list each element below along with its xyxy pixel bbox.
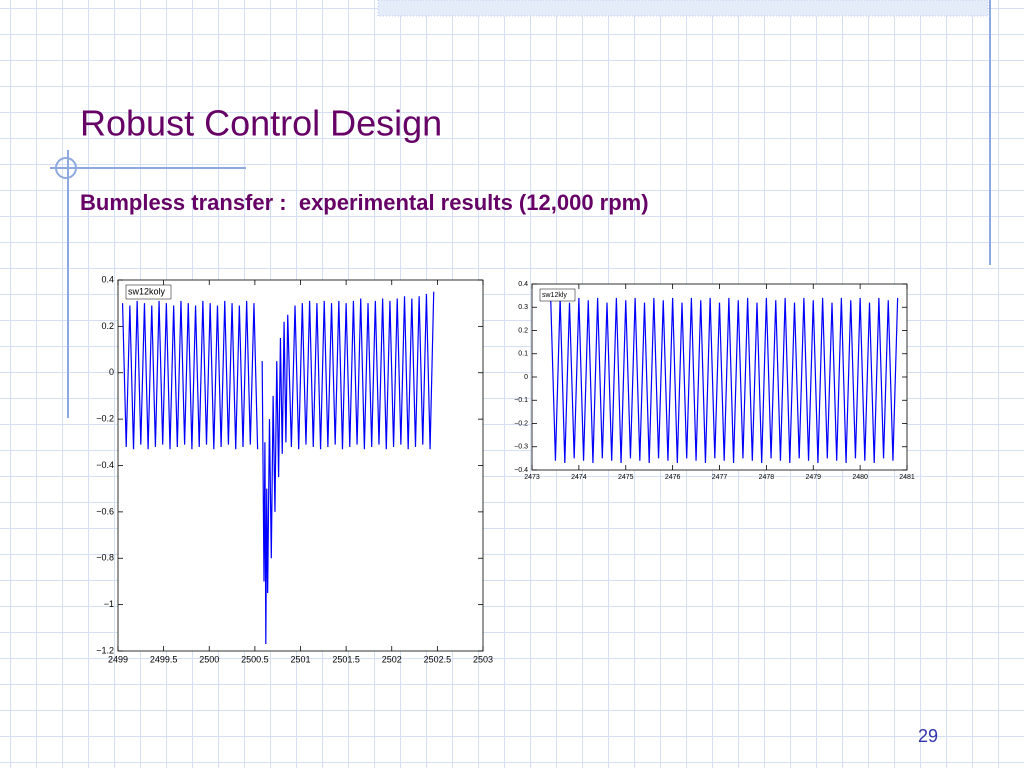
x-tick-label: 2501 [290,654,310,664]
x-tick-label: 2499.5 [150,654,178,664]
y-tick-label: −1 [104,599,114,609]
x-tick-label: 2478 [759,474,775,481]
x-tick-label: 2500 [199,654,219,664]
y-tick-label: 0.4 [101,274,114,284]
legend-label: sw12koly [128,286,166,296]
y-tick-label: −1.2 [96,645,114,655]
y-tick-label: −0.4 [96,460,114,470]
y-tick-label: 0.1 [518,351,528,358]
y-tick-label: 0.2 [518,327,528,334]
x-tick-label: 2473 [524,474,540,481]
legend-label: sw12kly [542,292,567,299]
signal-line [121,291,435,645]
x-tick-label: 2475 [618,474,634,481]
legend-box [539,288,576,302]
y-tick-label: 0 [109,367,114,377]
x-tick-label: 2479 [805,474,821,481]
y-tick-label: 0.2 [101,321,114,331]
plot-area [117,279,484,652]
y-tick-label: −0.3 [514,444,528,451]
slide-subtitle: Bumpless transfer : experimental results… [80,190,649,215]
x-tick-label: 2499 [108,654,128,664]
y-tick-label: 0.4 [518,281,528,288]
y-tick-label: −0.2 [514,420,528,427]
x-tick-label: 2481 [899,474,915,481]
y-tick-label: −0.8 [96,553,114,563]
page-number: 29 [918,726,938,746]
y-tick-label: −0.2 [96,414,114,424]
x-tick-label: 2501.5 [332,654,360,664]
slide-title: Robust Control Design [80,103,442,144]
deco-circle [55,157,77,179]
y-tick-label: 0.3 [518,304,528,311]
x-tick-label: 2502.5 [424,654,452,664]
y-tick-label: −0.6 [96,506,114,516]
x-tick-label: 2503 [473,654,493,664]
x-tick-label: 2480 [852,474,868,481]
x-tick-label: 2502 [382,654,402,664]
y-tick-label: −0.4 [514,467,528,474]
x-tick-label: 2474 [571,474,587,481]
y-tick-label: −0.1 [514,397,528,404]
signal-line [550,297,899,464]
x-tick-label: 2476 [665,474,681,481]
y-tick-label: 0 [524,374,528,381]
legend-box [125,284,172,300]
x-tick-label: 2500.5 [241,654,269,664]
x-tick-label: 2477 [712,474,728,481]
top-band [377,0,989,17]
